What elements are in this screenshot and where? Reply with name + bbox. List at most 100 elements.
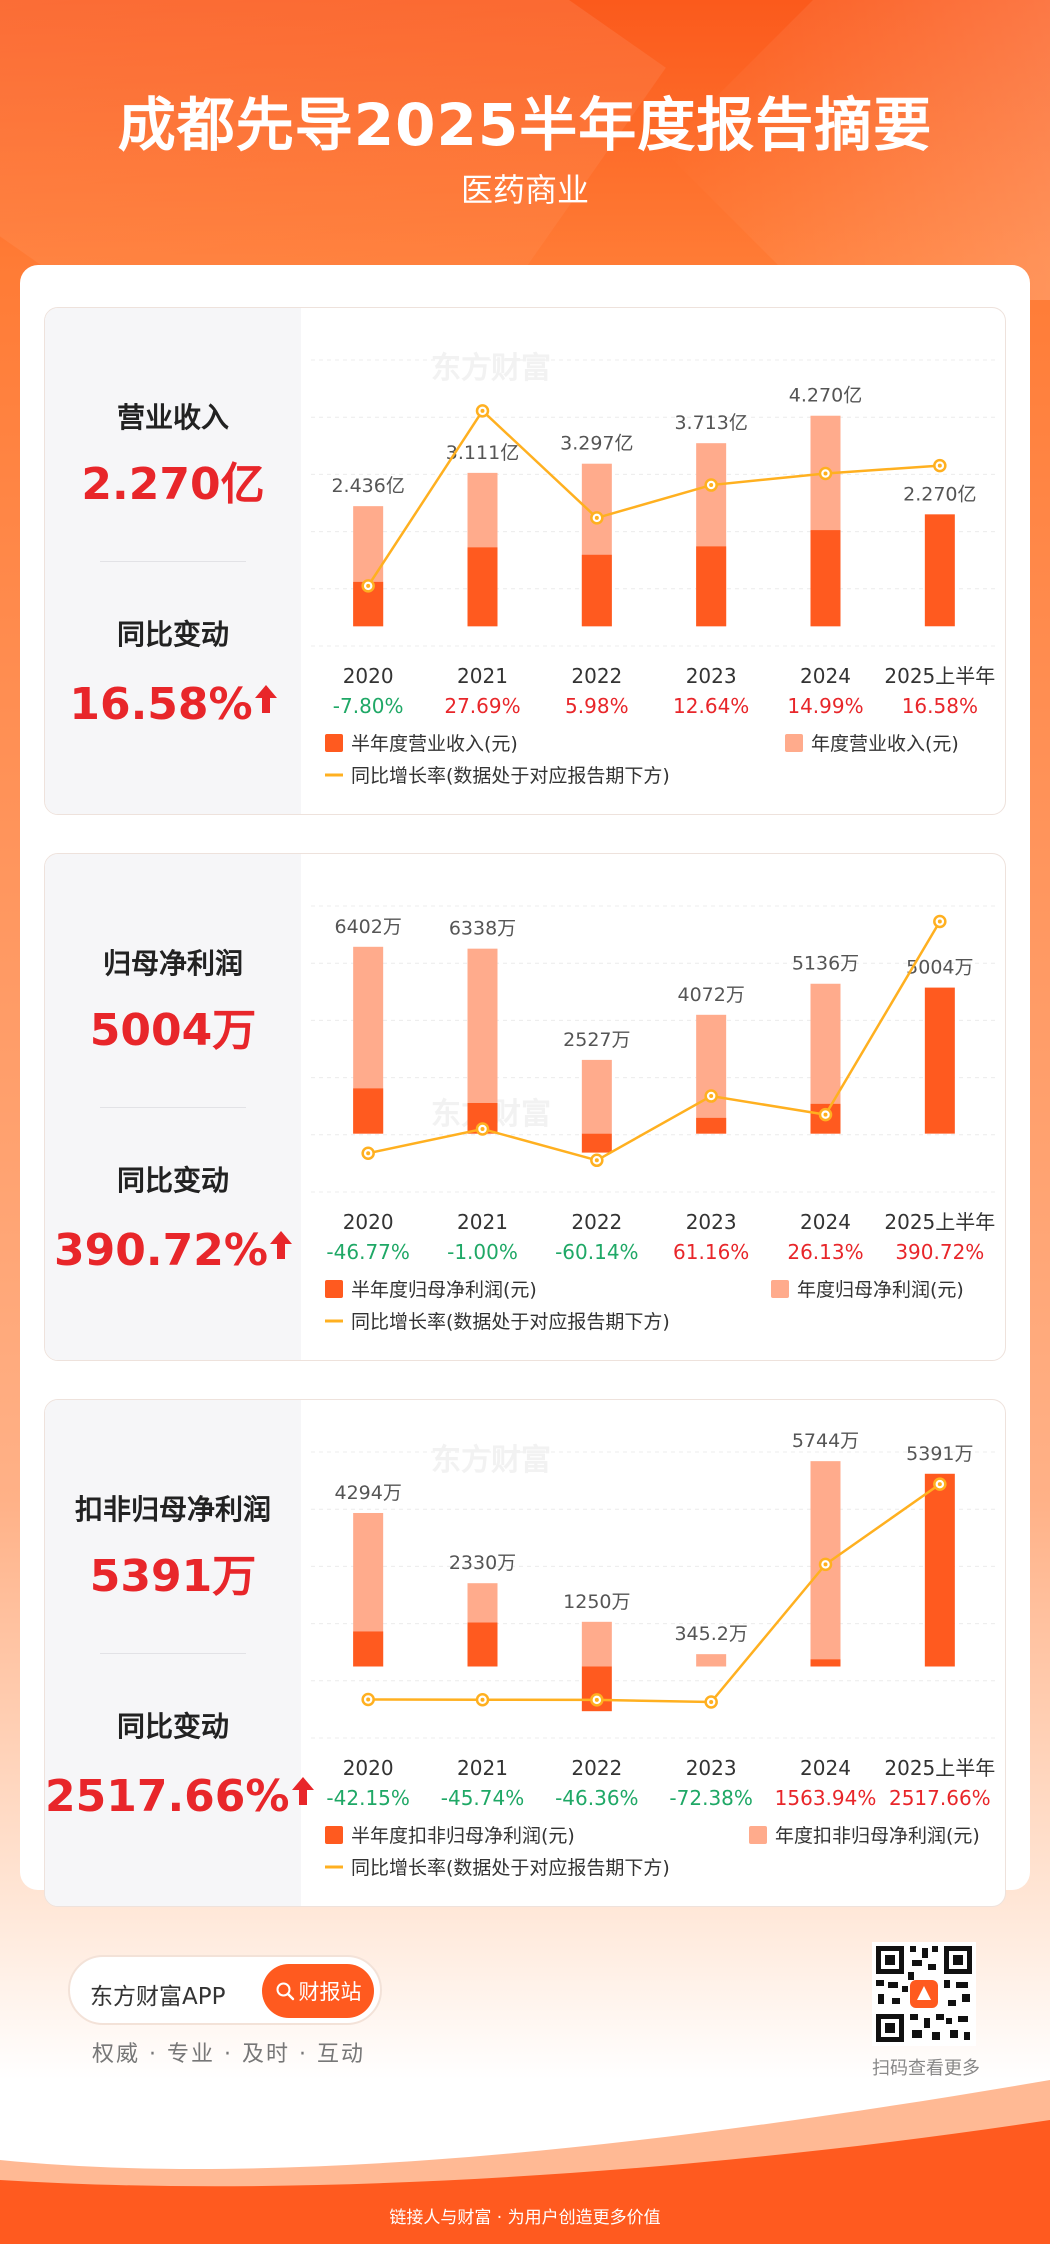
x-tick-label: 2025上半年 <box>884 1756 995 1780</box>
qr-code-icon[interactable] <box>872 1942 976 2046</box>
half-year-bar <box>467 547 498 627</box>
search-icon <box>276 1982 294 2001</box>
watermark-text: 东方财富 <box>431 351 551 386</box>
net-profit-chart: 东方财富6402万6338万2527万4072万5136万5004万2020-4… <box>311 905 997 1333</box>
yoy-point-dot <box>594 515 599 520</box>
yoy-value-label: 390.72% <box>895 1240 984 1264</box>
yoy-value-label: -45.74% <box>441 1786 524 1810</box>
legend-label-yoy: 同比增长率(数据处于对应报告期下方) <box>351 765 670 787</box>
x-tick-label: 2024 <box>800 1756 851 1780</box>
legend-label-half-year: 半年度扣非归母净利润(元) <box>351 1825 575 1847</box>
tagline: 权威 · 专业 · 及时 · 互动 <box>92 2042 365 2067</box>
legend-swatch-annual <box>785 734 803 752</box>
bar-value-label: 3.713亿 <box>674 412 747 434</box>
bar-value-label: 345.2万 <box>674 1623 747 1645</box>
yoy-point-dot <box>937 1482 942 1487</box>
x-tick-label: 2022 <box>571 1756 622 1780</box>
yoy-value-label: -42.15% <box>326 1786 409 1810</box>
deducted-profit-section: 扣非归母净利润 5391万 同比变动 2517.66% 东方财富 4294万 233… <box>44 1399 1006 1907</box>
change-value: 2517.66% <box>45 1765 314 1822</box>
yoy-line <box>367 920 941 1162</box>
legend-swatch-annual <box>749 1826 767 1844</box>
yoy-point-dot <box>480 408 485 413</box>
financial-report-button[interactable]: 财报站 <box>262 1964 374 2018</box>
deducted-profit-chart: 东方财富 4294万 2330万 1250万 345.2万 5744万 5391万 2020 -… <box>311 1430 997 1879</box>
bar-value-label: 3.111亿 <box>446 442 519 464</box>
kpi-panel: 营业收入 2.270亿 同比变动 16.58% <box>45 308 301 814</box>
bar-value-label: 6338万 <box>449 918 516 940</box>
x-tick-label: 2024 <box>800 1210 851 1234</box>
change-label: 同比变动 <box>116 618 229 651</box>
kpi-label: 归母净利润 <box>102 947 243 980</box>
report-card: 营业收入 2.270亿 同比变动 16.58% 东方财富 2.436亿 3.111亿… <box>20 265 1030 1907</box>
x-tick-label: 2022 <box>571 1210 622 1234</box>
yoy-value-label: 27.69% <box>444 694 520 718</box>
bar-value-label: 2527万 <box>563 1029 630 1051</box>
kpi-panel: 归母净利润 5004万 同比变动 390.72% <box>45 854 301 1360</box>
yoy-point-dot <box>823 1112 828 1117</box>
yoy-value-label: -1.00% <box>447 1240 518 1264</box>
revenue-section: 营业收入 2.270亿 同比变动 16.58% 东方财富 2.436亿 3.111亿… <box>44 307 1006 815</box>
footer-slogan: 链接人与财富 · 为用户创造更多价值 <box>389 2208 661 2228</box>
divider <box>100 1107 246 1108</box>
divider <box>100 1653 246 1654</box>
kpi-value: 2.270亿 <box>81 459 265 510</box>
legend-label-annual: 年度归母净利润(元) <box>797 1279 964 1301</box>
legend-label-yoy: 同比增长率(数据处于对应报告期下方) <box>351 1311 670 1333</box>
bar-value-label: 1250万 <box>563 1591 630 1613</box>
yoy-value-label: -72.38% <box>669 1786 752 1810</box>
change-value: 16.58% <box>45 673 301 730</box>
yoy-value-label: 1563.94% <box>775 1786 877 1810</box>
bar-value-label: 6402万 <box>334 916 401 938</box>
bar-value-label: 5391万 <box>906 1443 973 1465</box>
half-year-bar <box>924 1473 955 1667</box>
bar-value-label: 2.436亿 <box>331 475 404 497</box>
change-label: 同比变动 <box>116 1164 229 1197</box>
change-label: 同比变动 <box>116 1710 229 1743</box>
yoy-value-label: 12.64% <box>673 694 749 718</box>
yoy-value-label: 26.13% <box>787 1240 863 1264</box>
footer-wave <box>0 2080 1050 2244</box>
change-value: 390.72% <box>45 1219 301 1276</box>
brand-name: 东方财富APP <box>90 1984 226 2010</box>
kpi-value: 5391万 <box>89 1551 257 1602</box>
financial-report-button-label: 财报站 <box>298 1980 362 2004</box>
divider <box>100 561 246 562</box>
half-year-bar <box>353 1631 384 1667</box>
page-title: 成都先导2025半年度报告摘要 <box>117 91 933 159</box>
x-tick-label: 2021 <box>457 664 508 688</box>
bar-value-label: 2.270亿 <box>903 483 976 505</box>
bar-value-label: 5004万 <box>906 957 973 979</box>
annual-bar <box>467 948 498 1134</box>
yoy-point-dot <box>823 471 828 476</box>
half-year-bar <box>810 1659 841 1667</box>
legend-label-annual: 年度扣非归母净利润(元) <box>775 1825 980 1847</box>
yoy-point-dot <box>366 583 371 588</box>
app-download-pill[interactable]: 东方财富APP 财报站 <box>68 1955 382 2025</box>
watermark-text: 东方财富 <box>431 1443 551 1478</box>
half-year-bar <box>353 1088 384 1134</box>
x-tick-label: 2020 <box>343 1756 394 1780</box>
yoy-value-label: 14.99% <box>787 694 863 718</box>
x-tick-label: 2023 <box>686 1210 737 1234</box>
x-tick-label: 2020 <box>343 664 394 688</box>
arrow-up-icon <box>254 673 277 724</box>
yoy-point-dot <box>823 1562 828 1567</box>
yoy-point-dot <box>594 1158 599 1163</box>
yoy-point-dot <box>366 1151 371 1156</box>
legend-label-yoy: 同比增长率(数据处于对应报告期下方) <box>351 1857 670 1879</box>
x-tick-label: 2022 <box>571 664 622 688</box>
change-value-text: 2517.66% <box>45 1771 290 1822</box>
yoy-value-label: 5.98% <box>565 694 629 718</box>
yoy-point-dot <box>480 1697 485 1702</box>
half-year-bar <box>696 546 727 627</box>
arrow-up-icon <box>291 1765 314 1816</box>
page-subtitle: 医药商业 <box>460 171 589 209</box>
yoy-line <box>368 1483 941 1704</box>
bar-value-label: 5744万 <box>792 1430 859 1452</box>
bar-value-label: 4.270亿 <box>789 385 862 407</box>
net-profit-section: 归母净利润 5004万 同比变动 390.72% 东方财富6402万6338万2… <box>44 853 1006 1361</box>
annual-bar <box>581 1621 612 1667</box>
bar-value-label: 3.297亿 <box>560 433 633 455</box>
half-year-bar <box>924 987 955 1134</box>
